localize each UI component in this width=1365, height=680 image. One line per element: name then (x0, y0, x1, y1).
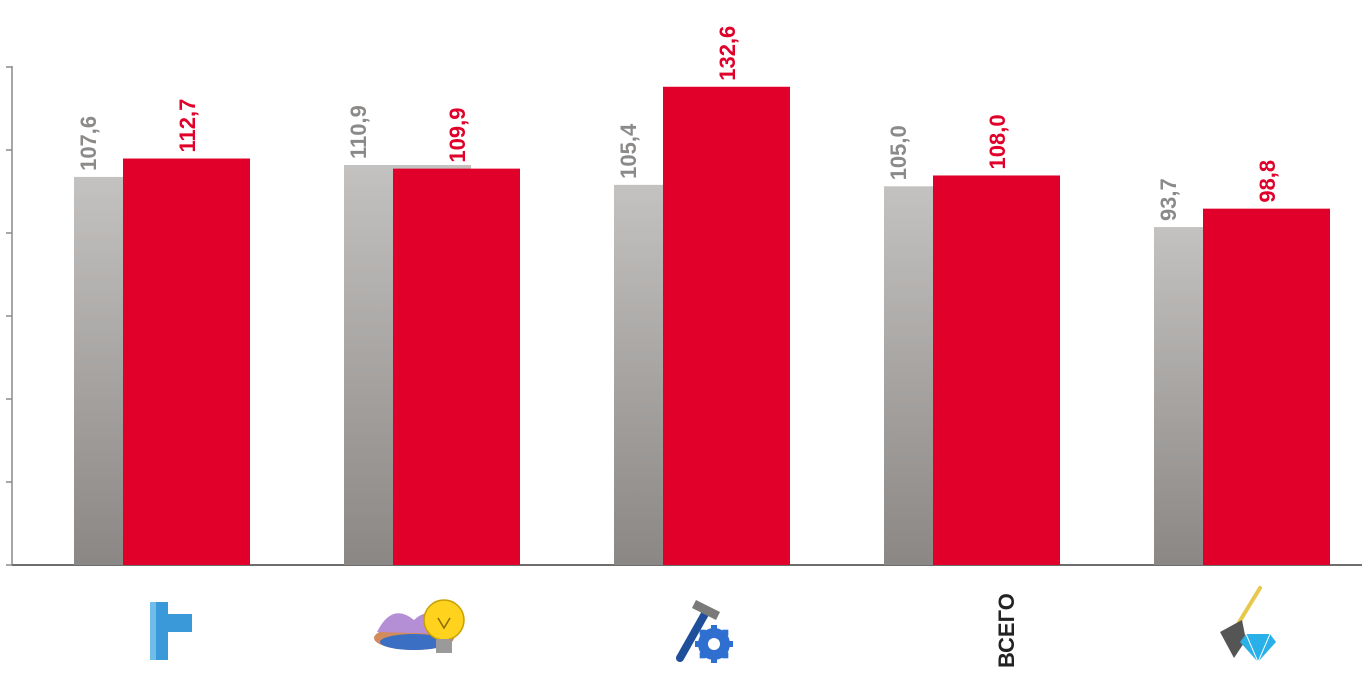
value-label-grey-4: 105,0 (886, 125, 911, 180)
value-labels-group: 107,6 112,7 110,9 109,9 105,4 132,6 105,0 108,0… (76, 26, 1280, 221)
value-label-grey-2: 110,9 (346, 105, 371, 159)
value-label-red-1: 112,7 (175, 99, 200, 153)
bar-red-3 (663, 86, 790, 566)
value-label-red-4: 108,0 (985, 114, 1010, 169)
bar-red-5 (1203, 208, 1330, 566)
value-label-red-3: 132,6 (715, 26, 740, 81)
category-axis-group: ВСЕГО (150, 586, 1276, 668)
hammer-gear-icon (676, 600, 733, 663)
bar-red-1 (123, 158, 250, 565)
value-label-grey-5: 93,7 (1156, 178, 1181, 221)
gas-flame-lightbulb-icon (374, 599, 465, 653)
value-label-red-2: 109,9 (445, 108, 470, 163)
category-label-4: ВСЕГО (994, 593, 1019, 668)
bar-red-2 (393, 168, 520, 566)
value-label-red-5: 98,8 (1255, 160, 1280, 203)
shovel-diamond-icon (1220, 586, 1276, 664)
value-label-grey-1: 107,6 (76, 116, 101, 171)
bar-red-4 (933, 175, 1060, 566)
bars-group (74, 86, 1330, 566)
pipe-icon (150, 602, 192, 660)
value-label-grey-3: 105,4 (616, 123, 641, 179)
